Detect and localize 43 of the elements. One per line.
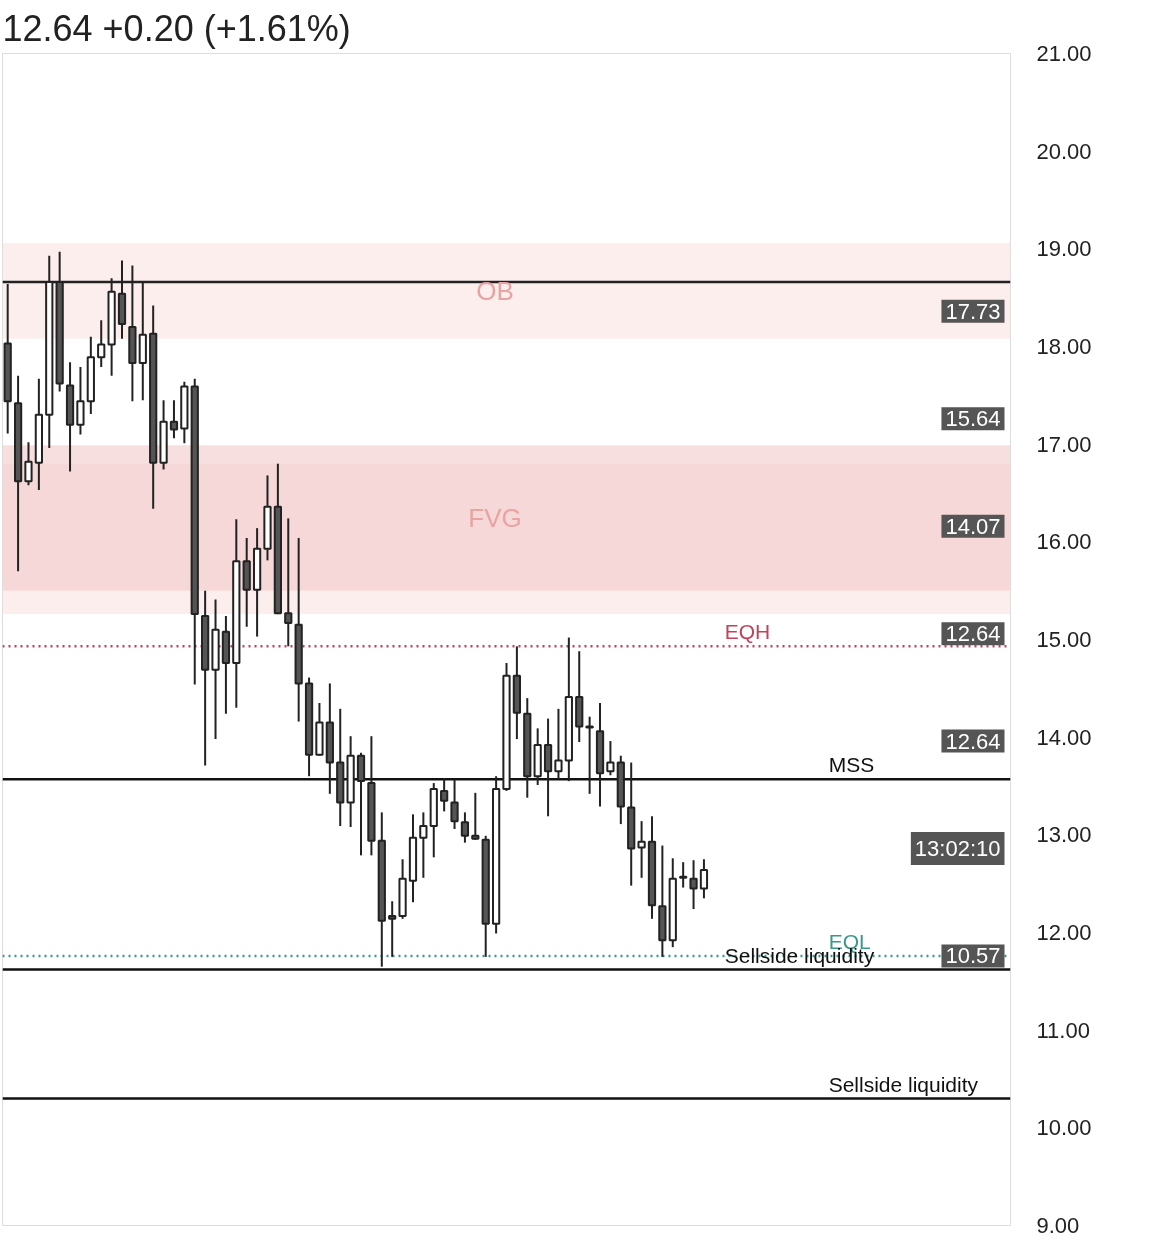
candlestick [76, 366, 85, 436]
candlestick [284, 517, 293, 648]
y-tick-label: 11.00 [1036, 1017, 1090, 1043]
candlestick [606, 740, 615, 777]
annotation: 10.57 [945, 943, 1001, 969]
ref-line-label: Sellside liquidity [828, 1072, 979, 1096]
candlestick [24, 441, 33, 487]
y-tick-label: 20.00 [1036, 138, 1092, 164]
y-tick-label: 13.00 [1036, 822, 1092, 848]
candlestick [689, 859, 698, 911]
candlestick [471, 791, 480, 841]
candlestick [388, 900, 397, 958]
y-tick-label: 18.00 [1036, 334, 1092, 359]
y-tick-label: 21.00 [1036, 41, 1092, 66]
candlestick [460, 811, 470, 844]
ref-line-label: MSS [828, 753, 875, 777]
y-tick-label: 9.00 [1036, 1213, 1080, 1238]
candlestick [97, 319, 106, 369]
candlestick [699, 858, 709, 900]
y-tick-label: 15.00 [1036, 627, 1092, 652]
candlestick [637, 820, 646, 879]
annotation: 12.64 [945, 728, 1001, 754]
y-tick-label: 17.00 [1036, 431, 1092, 457]
ref-line-label: EQH [724, 620, 771, 644]
y-tick-label: 16.00 [1036, 529, 1092, 555]
y-tick-label: 12.00 [1036, 920, 1092, 945]
chart-title: 12.64 +0.20 (+1.61%) [2, 7, 351, 49]
annotation: 15.64 [945, 406, 1001, 432]
annotation: 17.73 [945, 298, 1001, 324]
band-label: OB [476, 275, 514, 306]
y-tick-label: 19.00 [1036, 236, 1092, 262]
candlestick [450, 778, 459, 830]
y-tick-label: 14.00 [1036, 724, 1092, 750]
annotation: 14.07 [945, 513, 1001, 539]
candlestick [554, 707, 563, 781]
candlestick [169, 399, 179, 440]
annotation: 12.64 [945, 621, 1001, 647]
candlestick [679, 861, 688, 889]
annotation: 13:02:10 [914, 836, 1001, 862]
candlestick [440, 777, 449, 813]
candlestick [585, 715, 594, 795]
candlestick [419, 811, 428, 879]
y-tick-label: 10.00 [1036, 1115, 1092, 1141]
